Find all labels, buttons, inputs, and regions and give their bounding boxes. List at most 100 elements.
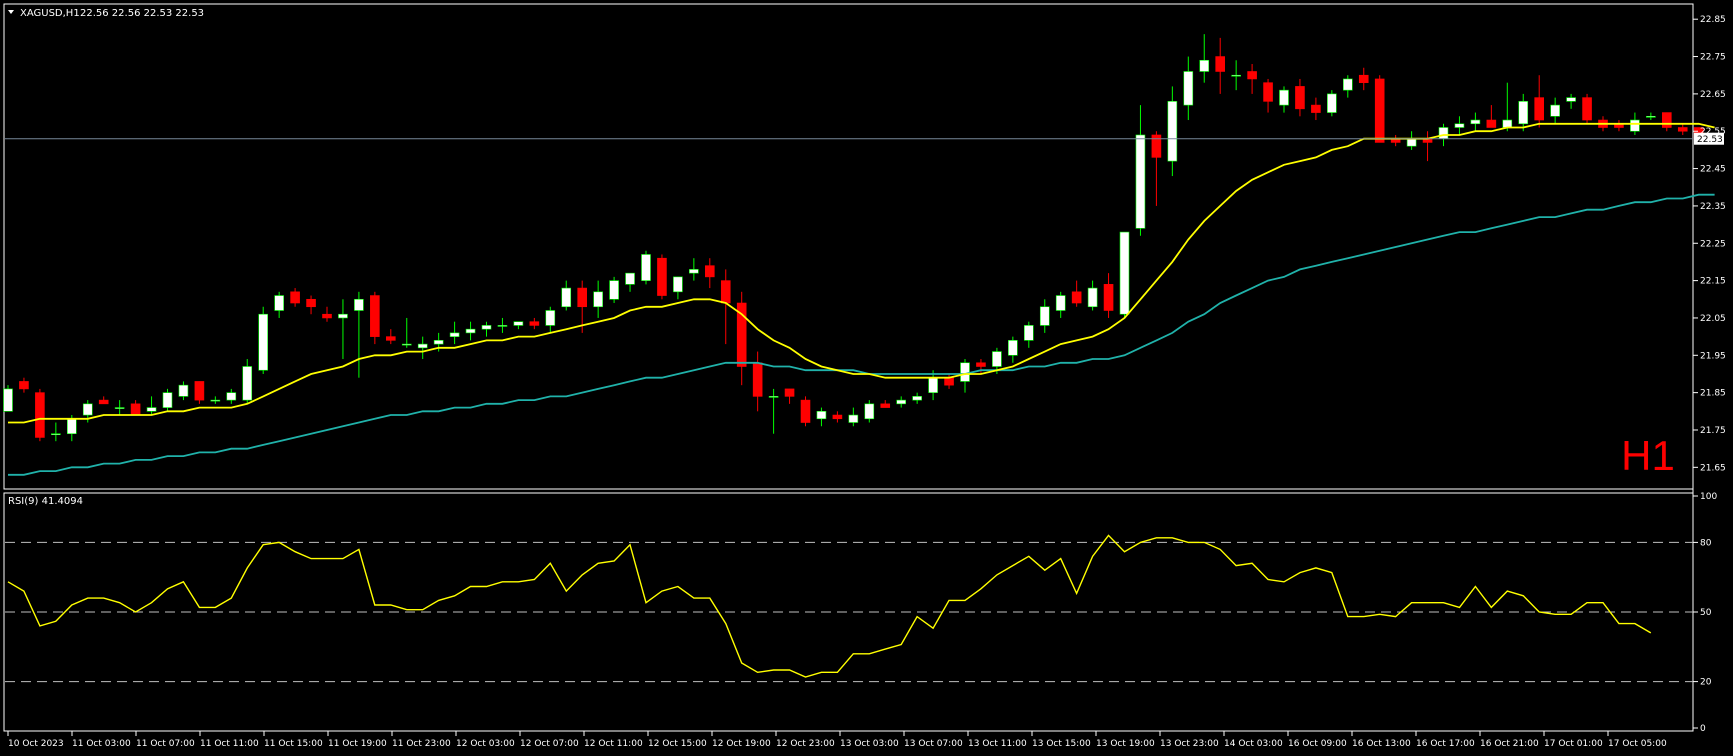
candle-body [1677,127,1688,132]
bear-candle [1215,37,1225,94]
candle-body [1183,71,1194,106]
bull-candle [864,400,875,423]
time-tick-label: 16 Oct 09:00 [1288,739,1347,749]
triangle-down-icon[interactable] [8,10,14,14]
bull-candle [210,396,221,404]
bull-candle [1167,86,1178,177]
candle-body [545,310,556,326]
candle-body [1518,101,1529,125]
candle-body [513,321,524,326]
candle-body [465,328,476,334]
rsi-line [7,534,1652,678]
price-tick-label: 21.95 [1700,351,1726,361]
candle-body [258,313,269,371]
candle-body [1662,112,1672,128]
bull-candle [513,321,524,330]
candle-body [1167,101,1178,162]
bull-candle [417,336,428,360]
candle-body [944,377,954,386]
bull-candle [3,385,13,412]
fast-moving-average-line [8,122,1715,424]
candle-body [19,381,29,390]
bull-candle [689,258,699,281]
bull-candle [226,388,237,404]
bull-candle [146,396,157,416]
candle-body [1454,123,1465,128]
candle-body [1582,97,1592,121]
candle-body [306,298,316,308]
bull-candle [1087,280,1098,311]
rsi-label: RSI(9) 41.4094 [8,496,83,507]
price-tick-label: 22.55 [1700,127,1726,137]
bear-candle [736,291,747,386]
time-tick-label: 13 Oct 11:00 [968,739,1027,749]
candle-body [641,254,651,281]
candle-body [1502,119,1513,128]
bull-candle [1327,90,1337,117]
candle-body [497,325,508,327]
candle-body [401,343,412,346]
time-tick-label: 14 Oct 03:00 [1224,739,1283,749]
candle-body [274,295,284,311]
candle-body [689,269,699,274]
candle-body [704,265,715,278]
bull-candle [242,359,253,404]
bull-candle [1119,231,1130,318]
candle-body [1438,127,1449,140]
bear-candle [577,280,588,333]
bull-candle [1470,112,1481,132]
time-tick-label: 16 Oct 21:00 [1480,739,1539,749]
candle-body [1151,134,1162,158]
price-tick-label: 22.85 [1700,15,1726,25]
candle-body [242,366,253,401]
bull-candle [641,250,651,285]
bull-candle [162,388,173,412]
candle-body [338,313,348,319]
candle-body [1215,56,1225,72]
bull-candle [258,306,269,374]
price-tick-label: 21.85 [1700,389,1726,399]
bull-candle [609,276,619,304]
time-tick-label: 17 Oct 01:00 [1544,739,1603,749]
candle-body [322,313,332,319]
bull-candle [274,291,284,318]
time-tick-label: 11 Oct 15:00 [264,739,323,749]
candle-body [848,414,859,423]
candle-body [864,403,875,420]
bear-candle [1263,78,1273,113]
candle-body [657,257,667,296]
candle-body [976,362,986,367]
candle-body [896,399,907,405]
candle-body [832,414,843,420]
bear-candle [19,377,29,393]
bear-candle [1486,105,1497,128]
candle-body [1279,89,1289,106]
time-tick-label: 11 Oct 07:00 [136,739,195,749]
bear-candle [370,291,380,345]
candle-body [226,392,237,401]
bull-candle [1550,97,1560,124]
bull-candle [338,299,348,360]
bull-candle [1566,93,1576,109]
candle-body [1055,295,1066,311]
bear-candle [784,388,795,404]
price-tick-label: 22.65 [1700,90,1726,100]
candle-body [210,399,221,402]
candle-body [354,298,364,311]
bull-candle [545,306,556,333]
ohlc-values: 22.56 22.56 22.53 22.53 [80,8,204,19]
candle-body [1024,325,1034,341]
bear-candle [1358,67,1369,91]
time-tick-label: 12 Oct 07:00 [520,739,579,749]
bull-candle [449,321,460,345]
bull-candle [1199,34,1210,83]
time-tick-label: 16 Oct 17:00 [1416,739,1475,749]
symbol-label: XAGUSD,H1 [20,8,80,19]
bear-candle [1374,75,1385,143]
candle-body [1534,97,1544,121]
candle-body [1039,306,1050,326]
bear-candle [880,400,891,408]
bull-candle [497,317,508,333]
candle-body [1630,119,1640,132]
